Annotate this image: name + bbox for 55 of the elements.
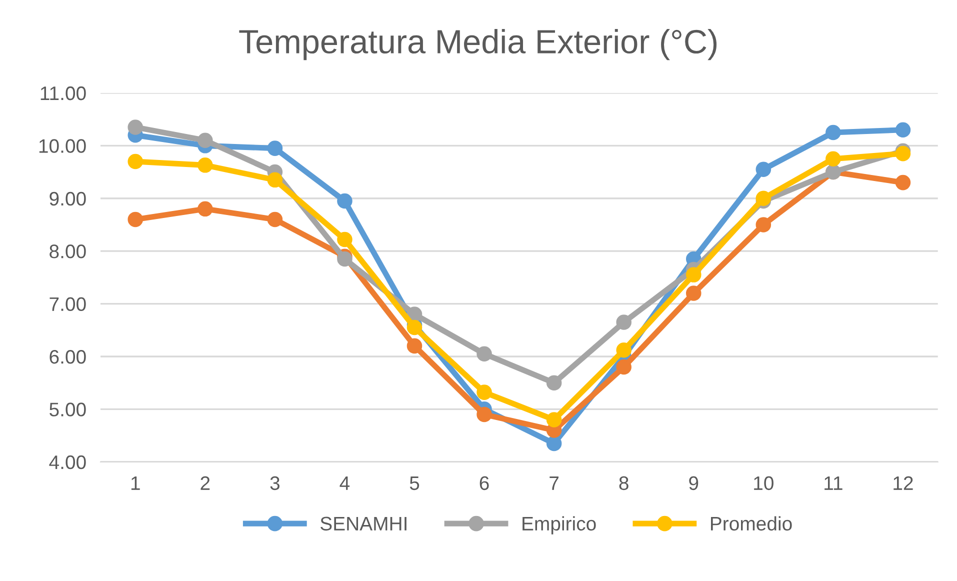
point <box>198 201 213 217</box>
y-tick-label: 9.00 <box>50 192 86 206</box>
point <box>895 122 911 138</box>
point <box>476 406 492 422</box>
x-tick-label: 12 <box>894 476 913 490</box>
point <box>476 384 492 400</box>
x-tick-label: 3 <box>270 476 280 490</box>
x-tick-label: 8 <box>619 476 628 490</box>
point <box>756 162 772 178</box>
point <box>616 342 632 358</box>
point <box>267 140 283 156</box>
point <box>128 154 144 170</box>
point <box>128 212 144 228</box>
y-tick-label: 8.00 <box>50 244 86 258</box>
point <box>895 174 911 190</box>
point <box>686 267 702 282</box>
x-tick-label: 6 <box>480 476 489 490</box>
x-tick-label: 1 <box>131 476 140 490</box>
point <box>546 436 562 452</box>
y-tick-label: 6.00 <box>50 350 86 364</box>
point <box>198 132 213 148</box>
point <box>267 212 283 228</box>
x-tick-label: 10 <box>754 476 774 490</box>
x-tick-label: 7 <box>550 476 558 490</box>
point <box>616 314 632 330</box>
point <box>128 120 144 135</box>
legend-label: SENAMHI <box>320 516 406 531</box>
point <box>616 359 632 375</box>
point <box>546 412 562 428</box>
point <box>406 320 422 336</box>
x-tick-label: 11 <box>824 476 842 490</box>
x-tick-label: 9 <box>689 476 698 490</box>
point <box>267 172 283 188</box>
point <box>756 217 772 232</box>
x-tick-label: 4 <box>340 476 350 490</box>
point <box>337 232 352 248</box>
y-tick-label: 4.00 <box>49 455 86 470</box>
point <box>198 158 213 173</box>
point <box>686 286 702 301</box>
y-tick-label: 10.00 <box>39 139 86 153</box>
point <box>337 251 352 267</box>
point <box>337 193 352 209</box>
point <box>826 124 841 140</box>
point <box>546 375 562 390</box>
y-tick-label: 11.00 <box>40 86 86 100</box>
legend-label: Empirico <box>522 516 596 534</box>
y-tick-label: 7.00 <box>50 297 86 312</box>
chart-title: Temperatura Media Exterior (°C) <box>239 29 717 60</box>
point <box>826 151 841 166</box>
point <box>406 338 422 354</box>
y-tick-label: 5.00 <box>50 402 86 416</box>
point <box>476 346 492 362</box>
x-tick-label: 5 <box>410 476 420 490</box>
x-tick-label: 2 <box>200 476 210 490</box>
legend-label: Promedio <box>710 516 792 531</box>
